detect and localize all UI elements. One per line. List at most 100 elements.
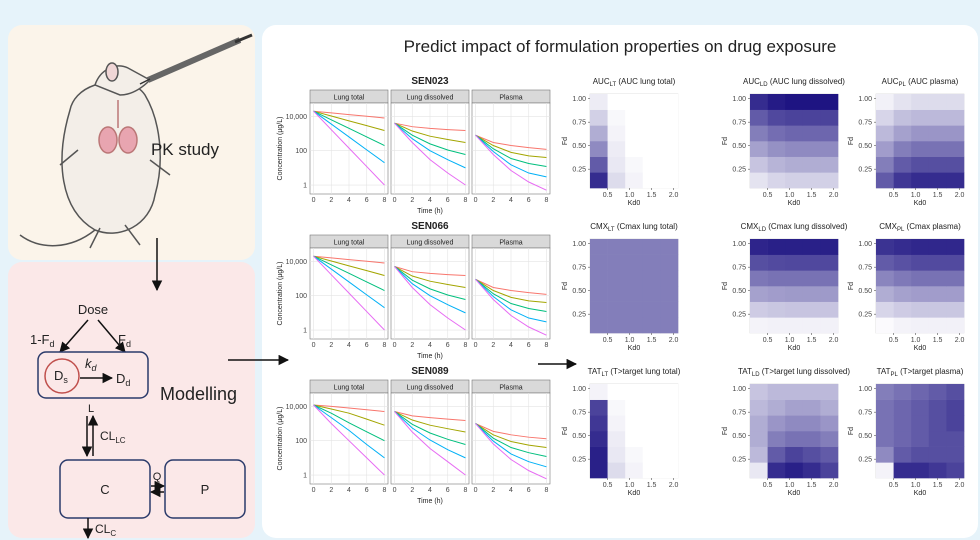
heat-cell bbox=[785, 94, 804, 110]
heat-cell bbox=[928, 270, 947, 287]
text: (T>target lung total) bbox=[608, 367, 681, 376]
heat-cell bbox=[820, 399, 839, 416]
heat-cell bbox=[802, 172, 821, 189]
series-line bbox=[313, 404, 385, 459]
heat-cell bbox=[767, 399, 786, 416]
y-axis-label: Concentration (µg/L) bbox=[277, 407, 284, 471]
heat-cell bbox=[893, 415, 912, 432]
heat-cell bbox=[893, 239, 912, 255]
heat-cell bbox=[660, 239, 679, 255]
chart-title: AUCPL (AUC plasma) bbox=[882, 77, 959, 88]
heat-cell bbox=[893, 384, 912, 400]
heat-cell bbox=[767, 94, 786, 110]
heat-cell bbox=[590, 94, 608, 110]
x-tick-label: 6 bbox=[365, 197, 369, 204]
y-axis-label: Fd bbox=[562, 282, 569, 290]
x-tick-label: 8 bbox=[383, 342, 387, 349]
heat-cell bbox=[607, 141, 626, 157]
heat-cell bbox=[590, 156, 608, 173]
heat-cell bbox=[928, 156, 947, 173]
heat-cell bbox=[590, 125, 608, 142]
facet-title: Lung total bbox=[334, 240, 365, 247]
heat-cell bbox=[802, 109, 821, 126]
series-line bbox=[394, 122, 466, 143]
x-tick-label: 0 bbox=[312, 342, 316, 349]
x-tick-label: 2 bbox=[491, 197, 495, 204]
series-line bbox=[475, 278, 547, 336]
heat-cell bbox=[767, 141, 786, 157]
facet-title: Lung total bbox=[334, 95, 365, 102]
series-line bbox=[475, 423, 547, 457]
x-tick-label: 4 bbox=[347, 487, 351, 494]
x-tick-label: 1.5 bbox=[647, 192, 657, 199]
heat-cell bbox=[876, 94, 894, 110]
x-tick-label: 4 bbox=[347, 197, 351, 204]
x-tick-label: 0.5 bbox=[889, 337, 899, 344]
x-tick-label: 0.5 bbox=[603, 337, 613, 344]
heat-cell bbox=[642, 109, 661, 126]
heat-cell bbox=[642, 125, 661, 142]
heat-cell bbox=[767, 384, 786, 400]
heat-cell bbox=[767, 431, 786, 447]
x-tick-label: 2 bbox=[491, 342, 495, 349]
x-tick-label: 1.5 bbox=[933, 192, 943, 199]
heat-cell bbox=[785, 270, 804, 287]
x-axis-label: Kd0 bbox=[914, 490, 927, 497]
heat-cell bbox=[750, 384, 768, 400]
heat-cell bbox=[590, 384, 608, 400]
x-axis-label: Kd0 bbox=[788, 490, 801, 497]
y-tick-label: 1.00 bbox=[572, 96, 586, 103]
heat-cell bbox=[802, 431, 821, 447]
heat-cell bbox=[911, 446, 930, 463]
x-tick-label: 0.5 bbox=[763, 337, 773, 344]
x-tick-label: 4 bbox=[509, 342, 513, 349]
l-label: L bbox=[88, 403, 94, 415]
heat-cell bbox=[785, 172, 804, 189]
series-line bbox=[313, 255, 385, 331]
y-tick-label: 0.25 bbox=[572, 167, 586, 174]
series-line bbox=[475, 134, 547, 150]
p-label: P bbox=[201, 482, 210, 497]
heat-cell bbox=[893, 156, 912, 173]
heat-cell bbox=[607, 94, 626, 110]
model-diagram: Dose 1-Fd Fd Ds kd Dd L CLLC Modelling C… bbox=[30, 302, 246, 540]
x-tick-label: 2 bbox=[329, 197, 333, 204]
x-tick-label: 0 bbox=[474, 487, 478, 494]
subscript: d bbox=[125, 378, 130, 388]
x-tick-label: 0 bbox=[393, 342, 397, 349]
heat-cell bbox=[642, 415, 661, 432]
x-tick-label: 8 bbox=[383, 197, 387, 204]
x-tick-label: 1.5 bbox=[933, 482, 943, 489]
chart-title: SEN066 bbox=[411, 221, 449, 232]
series-line bbox=[394, 266, 466, 314]
heat-cell bbox=[802, 462, 821, 479]
heat-cell bbox=[607, 156, 626, 173]
x-tick-label: 2.0 bbox=[829, 192, 839, 199]
heat-cell bbox=[876, 109, 894, 126]
text: CMX bbox=[590, 222, 608, 231]
facet-title: Plasma bbox=[499, 385, 522, 392]
heat-cell bbox=[625, 270, 644, 287]
heat-cell bbox=[946, 301, 965, 318]
heat-cell bbox=[625, 125, 644, 142]
x-tick-label: 4 bbox=[428, 342, 432, 349]
x-tick-label: 8 bbox=[464, 197, 468, 204]
chart-title: CMXPL (Cmax plasma) bbox=[879, 222, 961, 233]
y-tick-label: 1 bbox=[303, 473, 307, 480]
facet-title: Plasma bbox=[499, 95, 522, 102]
x-tick-label: 8 bbox=[383, 487, 387, 494]
chart-title: SEN023 bbox=[411, 76, 449, 87]
main-title: Predict impact of formulation properties… bbox=[404, 37, 837, 56]
chart-title: CMXLT (Cmax lung total) bbox=[590, 222, 678, 233]
heat-cell bbox=[946, 109, 965, 126]
y-tick-label: 0.25 bbox=[732, 167, 746, 174]
x-tick-label: 0.5 bbox=[603, 482, 613, 489]
heat-cell bbox=[928, 431, 947, 447]
x-tick-label: 2 bbox=[329, 487, 333, 494]
series-line bbox=[394, 122, 466, 186]
heat-cell bbox=[590, 446, 608, 463]
subscript: LD bbox=[760, 82, 768, 88]
heat-cell bbox=[820, 239, 839, 255]
y-tick-label: 0.75 bbox=[572, 410, 586, 417]
heat-cell bbox=[876, 301, 894, 318]
